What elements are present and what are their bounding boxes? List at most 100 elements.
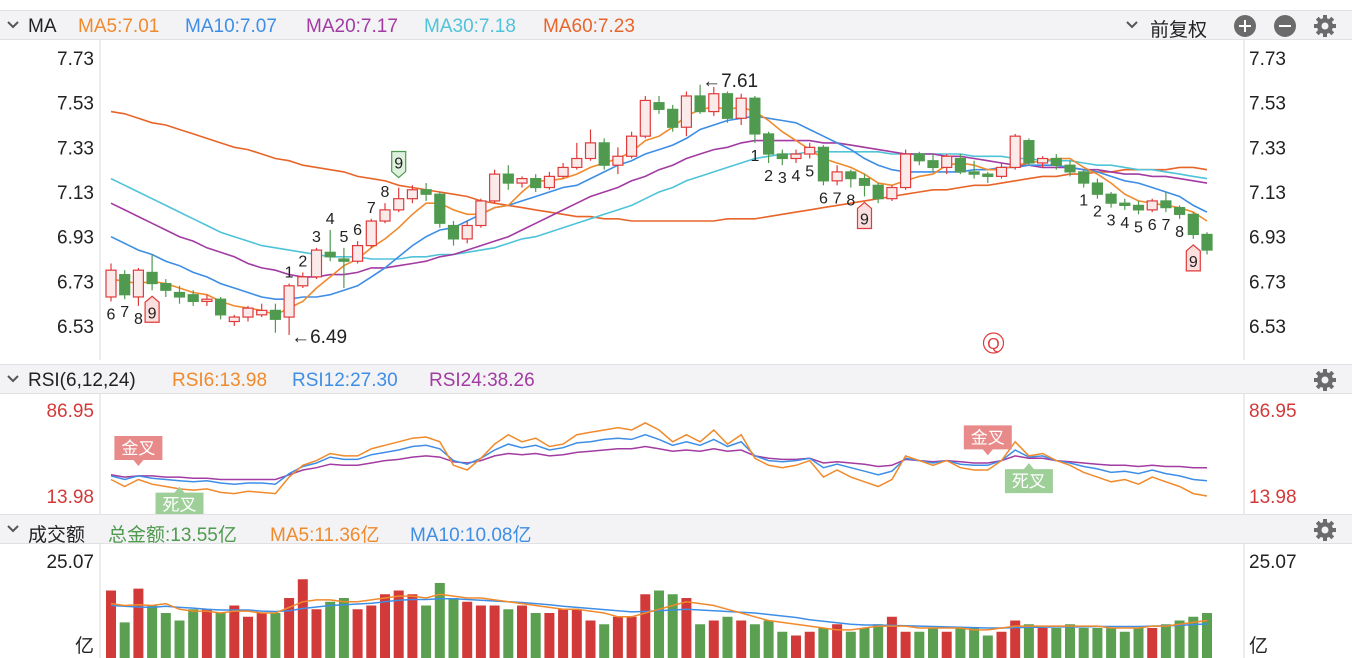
kline-ytick-right: 7.73 — [1249, 49, 1286, 70]
candle-body — [694, 95, 706, 113]
td-sequence-label: 2 — [298, 253, 307, 270]
td-sequence-label: 4 — [326, 211, 335, 228]
candle-body — [721, 93, 734, 119]
kline-ytick-left: 7.33 — [57, 138, 94, 159]
td-flag-shape — [856, 201, 873, 230]
kline-ytick-right: 7.33 — [1249, 138, 1286, 159]
candle-body — [543, 175, 556, 189]
volume-bar — [736, 620, 747, 658]
candle-body — [995, 166, 1008, 177]
volume-bar — [434, 583, 445, 658]
volume-bar — [380, 594, 390, 658]
candle — [228, 314, 240, 326]
volume-ytick-left-top: 25.07 — [46, 552, 94, 573]
candle — [516, 176, 528, 188]
candle — [1119, 198, 1131, 210]
candle — [324, 229, 336, 262]
volume-bar — [791, 635, 801, 658]
kline-indicator-name[interactable]: MA — [28, 16, 57, 37]
td-sequence-label: 3 — [778, 170, 787, 187]
candle-body — [1173, 207, 1186, 215]
kline-ytick-right: 7.53 — [1249, 94, 1286, 115]
candle — [762, 131, 775, 163]
candle — [187, 290, 199, 306]
kline-chart[interactable]: 7.73 7.73 7.53 7.53 7.33 7.33 7.13 7.13 6.93 6.93… — [0, 40, 1352, 365]
candle-body — [776, 153, 788, 160]
candle-body — [283, 285, 295, 318]
candle-body — [352, 245, 364, 262]
candle-body — [310, 249, 323, 278]
candle — [365, 218, 377, 248]
candle — [776, 149, 788, 166]
candle-body — [1146, 200, 1158, 211]
kline-ytick-left: 7.13 — [57, 183, 94, 204]
kline-settings-gear-icon[interactable] — [1313, 14, 1337, 38]
volume-bar — [393, 590, 404, 658]
candle — [420, 183, 432, 201]
candle-body — [804, 146, 816, 155]
candle-body — [708, 93, 720, 113]
volume-bar — [544, 613, 555, 658]
td-sequence-label: 4 — [1120, 215, 1129, 232]
candle — [242, 305, 254, 322]
volume-bar — [352, 609, 363, 658]
candle-body — [1105, 193, 1117, 204]
volume-bar — [174, 620, 185, 658]
candle-body — [982, 173, 994, 177]
chevron-down-icon[interactable] — [7, 523, 19, 535]
candle — [530, 174, 542, 192]
death-cross-badge: 死叉 — [1004, 463, 1053, 494]
candle-body — [447, 224, 460, 240]
volume-bar — [448, 598, 459, 658]
volume-bar — [325, 601, 336, 658]
volume-unit-left: 亿 — [75, 635, 94, 657]
rsi12-line — [110, 433, 1208, 485]
volume-indicator-name[interactable]: 成交额 — [28, 525, 86, 546]
candle-body — [146, 271, 158, 285]
chevron-down-icon[interactable] — [7, 373, 19, 385]
volume-settings-gear-icon[interactable] — [1313, 518, 1337, 542]
candle-body — [557, 166, 569, 177]
td-sequence-label: 7 — [120, 304, 129, 321]
candle-body — [1132, 204, 1145, 211]
candle-body — [845, 171, 857, 180]
volume-bar — [1202, 613, 1212, 658]
kline-ytick-left: 6.53 — [57, 317, 94, 338]
td-sequence-label: 4 — [792, 168, 801, 185]
zoom-in-button[interactable] — [1234, 15, 1256, 37]
volume-bar — [147, 605, 158, 658]
candle — [639, 95, 651, 139]
candle-body — [1023, 140, 1035, 164]
candle — [1146, 198, 1158, 213]
zoom-out-button[interactable] — [1274, 15, 1296, 37]
volume-bar — [421, 605, 432, 658]
td-sequence-label: 6 — [819, 190, 828, 207]
candle-body — [406, 189, 418, 200]
chevron-down-icon[interactable] — [7, 19, 19, 31]
adjust-select[interactable]: 前复权 — [1150, 20, 1208, 41]
td-sequence-label: 8 — [846, 193, 855, 210]
candle — [379, 203, 391, 224]
candle-body — [941, 155, 953, 169]
rsi-ytick-right: 13.98 — [1249, 487, 1297, 508]
td-sequence-label: 6 — [107, 306, 116, 323]
volume-bar — [941, 631, 952, 658]
candle — [201, 294, 213, 306]
volume-bar — [1188, 616, 1199, 658]
candle — [1091, 178, 1104, 199]
candle-body — [530, 178, 542, 189]
adjust-chevron-icon[interactable] — [1126, 19, 1138, 31]
volume-ma10-line — [110, 598, 1208, 629]
rsi-indicator-name[interactable]: RSI(6,12,24) — [28, 370, 136, 391]
rsi-settings-gear-icon[interactable] — [1313, 368, 1337, 392]
candle — [1173, 205, 1186, 219]
golden-cross-badge: 金叉 — [963, 425, 1012, 456]
volume-chart[interactable]: 25.07 25.07 亿 亿 — [0, 544, 1352, 658]
cross-badge-label: 金叉 — [121, 439, 155, 459]
ma60-line — [110, 110, 1208, 222]
kline-header-bar: MA MA5:7.01 MA10:7.07 MA20:7.17 MA30:7.1… — [0, 10, 1352, 41]
candle-body — [475, 200, 487, 227]
volume-bar — [1092, 628, 1103, 658]
ma30-legend: MA30:7.18 — [424, 16, 516, 37]
